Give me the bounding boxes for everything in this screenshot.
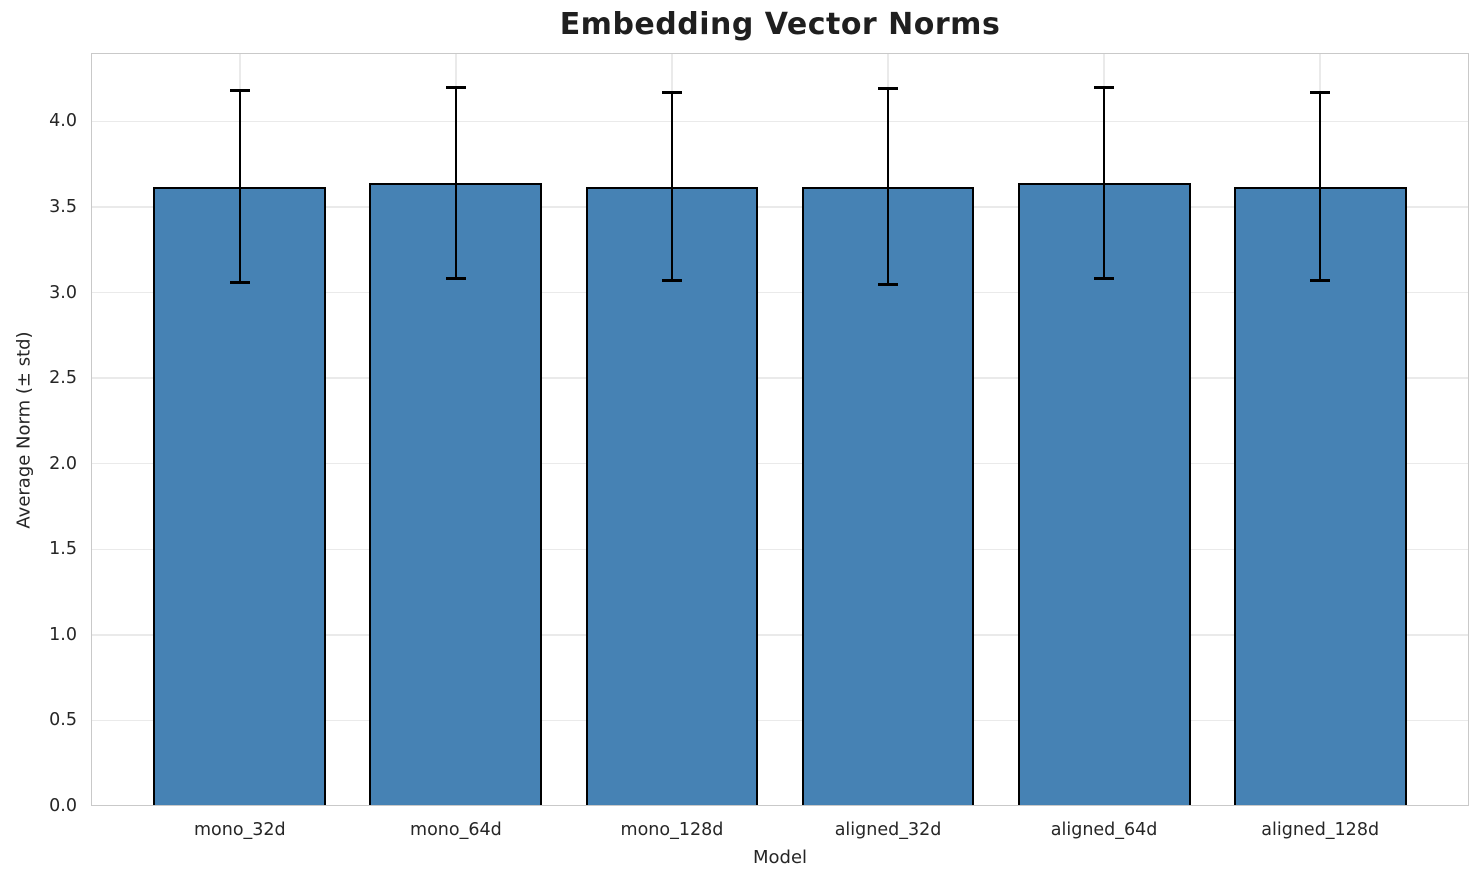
gridline-horizontal (91, 206, 1469, 208)
gridline-horizontal (91, 462, 1469, 465)
error-cap-bottom (878, 282, 899, 286)
error-cap-top (661, 90, 682, 94)
plot-area (91, 53, 1469, 806)
bar (369, 183, 543, 806)
error-bar (670, 92, 674, 281)
bar (1017, 183, 1191, 806)
error-cap-bottom (1094, 277, 1115, 281)
y-tick-label: 2.0 (49, 453, 77, 474)
y-tick-label: 4.0 (49, 111, 77, 132)
bar (1233, 186, 1407, 806)
gridline-horizontal (91, 291, 1469, 294)
y-tick-label: 1.5 (49, 539, 77, 560)
error-bar (886, 88, 890, 285)
error-cap-top (1094, 85, 1115, 89)
bar (153, 186, 327, 806)
error-cap-bottom (1310, 279, 1331, 283)
gridline-horizontal (91, 548, 1469, 551)
error-cap-bottom (229, 280, 250, 284)
x-axis-label: Model (752, 847, 808, 868)
x-tick-label: mono_128d (620, 820, 724, 840)
y-tick-label: 3.0 (49, 282, 77, 303)
error-cap-bottom (445, 277, 466, 281)
x-tick-label: aligned_128d (1261, 820, 1380, 840)
y-tick-label: 2.5 (49, 368, 77, 389)
error-bar (238, 90, 242, 283)
error-cap-bottom (661, 279, 682, 283)
bar (585, 186, 759, 806)
error-bar (1318, 92, 1322, 281)
y-axis-label: Average Norm (± std) (13, 331, 35, 529)
x-tick-label: aligned_64d (1050, 820, 1158, 840)
x-tick-label: aligned_32d (834, 820, 942, 840)
error-cap-top (1310, 90, 1331, 94)
gridline-horizontal (91, 377, 1469, 379)
error-cap-top (878, 87, 899, 91)
x-tick-label: mono_64d (410, 820, 502, 840)
error-bar (454, 87, 458, 279)
bar (801, 186, 975, 806)
error-cap-top (229, 89, 250, 93)
y-tick-label: 0.0 (49, 796, 77, 816)
x-tick-label: mono_32d (193, 820, 286, 840)
error-cap-top (445, 85, 466, 89)
error-bar (1102, 87, 1106, 279)
gridline-horizontal (91, 120, 1469, 123)
y-tick-label: 3.5 (49, 197, 77, 218)
gridline-horizontal (91, 719, 1469, 722)
chart-title: Embedding Vector Norms (559, 7, 1001, 42)
y-tick-label: 1.0 (49, 624, 77, 645)
gridline-horizontal (91, 634, 1469, 636)
y-tick-label: 0.5 (49, 710, 77, 731)
